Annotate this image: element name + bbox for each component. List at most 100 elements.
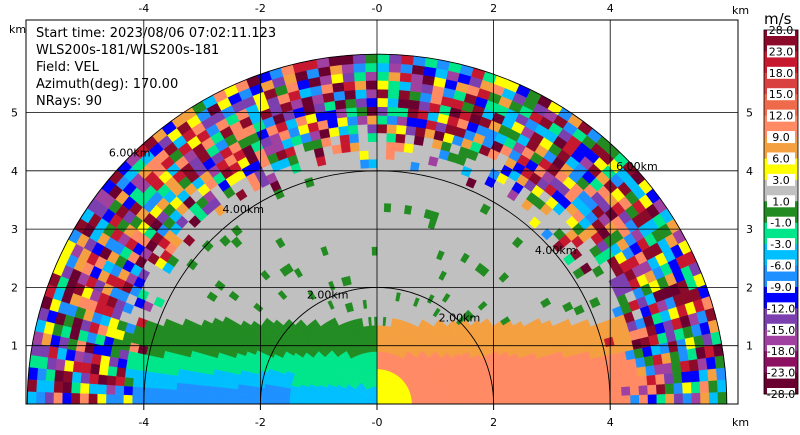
radar-cell [647, 393, 657, 404]
radar-cell [376, 246, 383, 256]
radar-cell [341, 63, 355, 74]
radar-cell [357, 124, 368, 134]
radar-cell [356, 106, 368, 117]
radar-cell [407, 178, 417, 189]
radar-cell [638, 394, 649, 404]
radar-cell [349, 142, 360, 153]
colorbar-tick-label: -1.0 [770, 217, 791, 230]
radar-cell [376, 97, 388, 108]
radar-cell [366, 255, 373, 265]
radar-cell [715, 367, 727, 381]
radar-cell [370, 220, 378, 230]
radar-cell [62, 381, 72, 394]
radar-cell [372, 272, 378, 282]
radar-cell [602, 379, 613, 389]
radar-cell [158, 396, 168, 404]
radar-cell [386, 124, 397, 134]
radar-cell [395, 212, 405, 223]
radar-cell [481, 399, 491, 404]
radar-cell [348, 133, 359, 144]
radar-cell [298, 398, 308, 402]
radar-cell [105, 384, 116, 396]
radar-cell [331, 81, 345, 93]
radar-cell [393, 238, 401, 249]
radar-cell [700, 392, 710, 404]
radar-cell [236, 398, 247, 404]
radar-cell [507, 398, 518, 404]
range-ring-label: 6.00km [109, 147, 151, 160]
radar-cell [403, 142, 414, 154]
radar-cell [263, 395, 273, 401]
radar-cell [396, 203, 406, 214]
radar-cell [525, 392, 535, 400]
radar-cell [411, 64, 425, 76]
radar-cell [617, 359, 629, 371]
radar-cell [387, 89, 400, 99]
radar-cell [382, 228, 390, 239]
radar-cell [376, 202, 385, 212]
radar-cell [394, 142, 405, 153]
radar-cell [384, 281, 391, 292]
radar-cell [133, 369, 144, 380]
radar-cell [89, 363, 101, 375]
radar-cell [44, 380, 55, 393]
radar-cell [134, 361, 145, 372]
radar-cell [210, 392, 221, 399]
x-tick-label: 4 [607, 416, 614, 429]
radar-cell [688, 358, 700, 372]
radar-cell [406, 108, 419, 119]
radar-cell [228, 388, 239, 395]
radar-cell [367, 150, 378, 160]
radar-cell [365, 246, 373, 256]
field-text: Field: VEL [36, 60, 99, 75]
radar-cell [691, 392, 701, 404]
radar-cell [656, 393, 666, 404]
radar-cell [280, 400, 290, 404]
radar-cell [560, 397, 570, 404]
radar-cell [594, 387, 605, 397]
radar-cell [387, 80, 400, 91]
radar-cell [401, 160, 412, 171]
radar-cell [376, 298, 381, 309]
radar-cell [263, 399, 273, 404]
radar-cell [568, 382, 578, 391]
radar-cell [405, 187, 416, 198]
radar-cell [371, 246, 378, 256]
radar-cell [621, 394, 631, 404]
x-tick-label: 2 [490, 416, 497, 429]
radar-cell [71, 371, 82, 384]
x-tick-label: -0 [372, 2, 383, 15]
radar-cell [123, 377, 134, 388]
radar-cell [88, 393, 98, 404]
radar-cell [635, 356, 646, 368]
y-tick-label: 4 [11, 165, 18, 178]
radar-cell [681, 370, 692, 383]
radar-cell [380, 281, 386, 291]
radar-cell [345, 177, 355, 188]
radar-cell [390, 194, 400, 205]
radar-cell [360, 176, 370, 187]
y-tick-label: 1 [746, 340, 753, 353]
radar-cell [619, 368, 630, 379]
radar-cell [416, 171, 427, 182]
radar-cell [612, 386, 622, 397]
radar-cell [376, 255, 383, 265]
radar-cell [334, 99, 347, 110]
radar-cell [585, 380, 596, 390]
radar-cell [168, 367, 180, 377]
radar-cell [626, 358, 638, 369]
radar-cell [376, 325, 380, 335]
radar-cell [653, 363, 665, 375]
radar-cell [194, 378, 205, 386]
range-ring-label: 4.00km [222, 203, 264, 216]
radar-cell [368, 176, 378, 186]
radar-cell [370, 228, 378, 239]
radar-cell [550, 384, 561, 393]
radar-cell [376, 176, 386, 186]
radar-cell [672, 371, 683, 384]
radar-cell [362, 202, 371, 213]
radar-cell [365, 71, 378, 81]
radar-cell [201, 397, 212, 404]
radar-cell [211, 380, 222, 388]
radar-cell [330, 73, 344, 84]
